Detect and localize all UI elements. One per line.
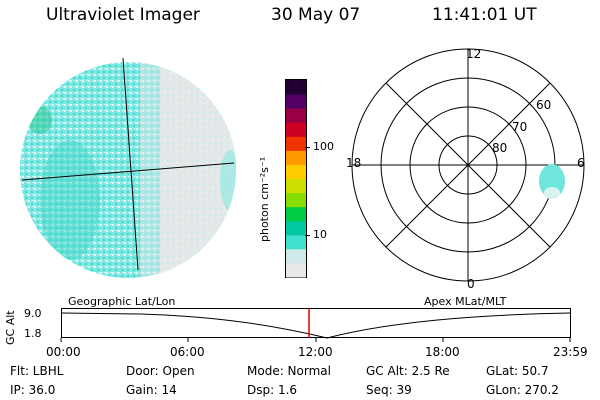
gain-info: Gain: 14 — [126, 383, 177, 397]
colorbar-segment — [286, 248, 306, 264]
colorbar-segment — [286, 220, 306, 236]
colorbar-segment — [286, 262, 306, 278]
altitude-timeline — [60, 308, 571, 342]
meridian-line — [122, 57, 139, 271]
colorbar-segment — [286, 206, 306, 222]
ip-info: IP: 36.0 — [10, 383, 56, 397]
gc-alt-tick-low: 1.8 — [24, 327, 42, 340]
glon-info: GLon: 270.2 — [486, 383, 559, 397]
colorbar-tick-100: 100 — [313, 140, 334, 153]
colorbar-segment — [286, 150, 306, 165]
colorbar-segment — [286, 192, 306, 208]
colorbar-unit-label: photon cm⁻²s⁻¹ — [258, 156, 271, 242]
apex-label: Apex MLat/MLT — [424, 295, 507, 308]
door-info: Door: Open — [126, 364, 195, 378]
image-date: 30 May 07 — [271, 5, 361, 25]
instrument-title: Ultraviolet Imager — [46, 5, 200, 25]
mlt-label-12: 12 — [466, 47, 482, 61]
colorbar-segment — [286, 94, 306, 109]
uv-disk-image — [20, 57, 236, 278]
time-tick-0600: 06:00 — [170, 345, 205, 359]
mlat-label-60: 60 — [536, 98, 552, 112]
colorbar-segment — [286, 108, 306, 123]
time-tick-1800: 18:00 — [425, 345, 460, 359]
colorbar — [285, 79, 307, 278]
gc-alt-axis-label: GC Alt — [4, 310, 17, 345]
colorbar-tick-10: 10 — [313, 228, 327, 241]
time-tick-0000: 00:00 — [46, 345, 81, 359]
colorbar-segment — [286, 122, 306, 137]
mlt-label-18: 18 — [346, 156, 362, 170]
mlat-label-70: 70 — [512, 120, 528, 134]
auroral-patch — [539, 164, 565, 198]
filter-info: Flt: LBHL — [10, 364, 64, 378]
image-time: 11:41:01 UT — [432, 5, 537, 25]
mlt-label-0: 0 — [467, 277, 475, 291]
colorbar-segment — [286, 136, 306, 151]
mode-info: Mode: Normal — [247, 364, 331, 378]
seq-info: Seq: 39 — [366, 383, 412, 397]
geographic-label: Geographic Lat/Lon — [68, 295, 176, 308]
glat-info: GLat: 50.7 — [486, 364, 549, 378]
gc-alt-info: GC Alt: 2.5 Re — [366, 364, 450, 378]
time-tick-1200: 12:00 — [298, 345, 333, 359]
dsp-info: Dsp: 1.6 — [247, 383, 298, 397]
colorbar-segment — [286, 178, 306, 194]
gc-alt-tick-high: 9.0 — [24, 307, 42, 320]
colorbar-segment — [286, 80, 306, 95]
colorbar-segment — [286, 234, 306, 250]
mlt-label-6: 6 — [577, 156, 585, 170]
polar-plot — [351, 48, 585, 282]
time-tick-2359: 23:59 — [553, 345, 588, 359]
parallel-line — [21, 162, 235, 181]
colorbar-segment — [286, 164, 306, 179]
mlat-label-80: 80 — [492, 141, 508, 155]
